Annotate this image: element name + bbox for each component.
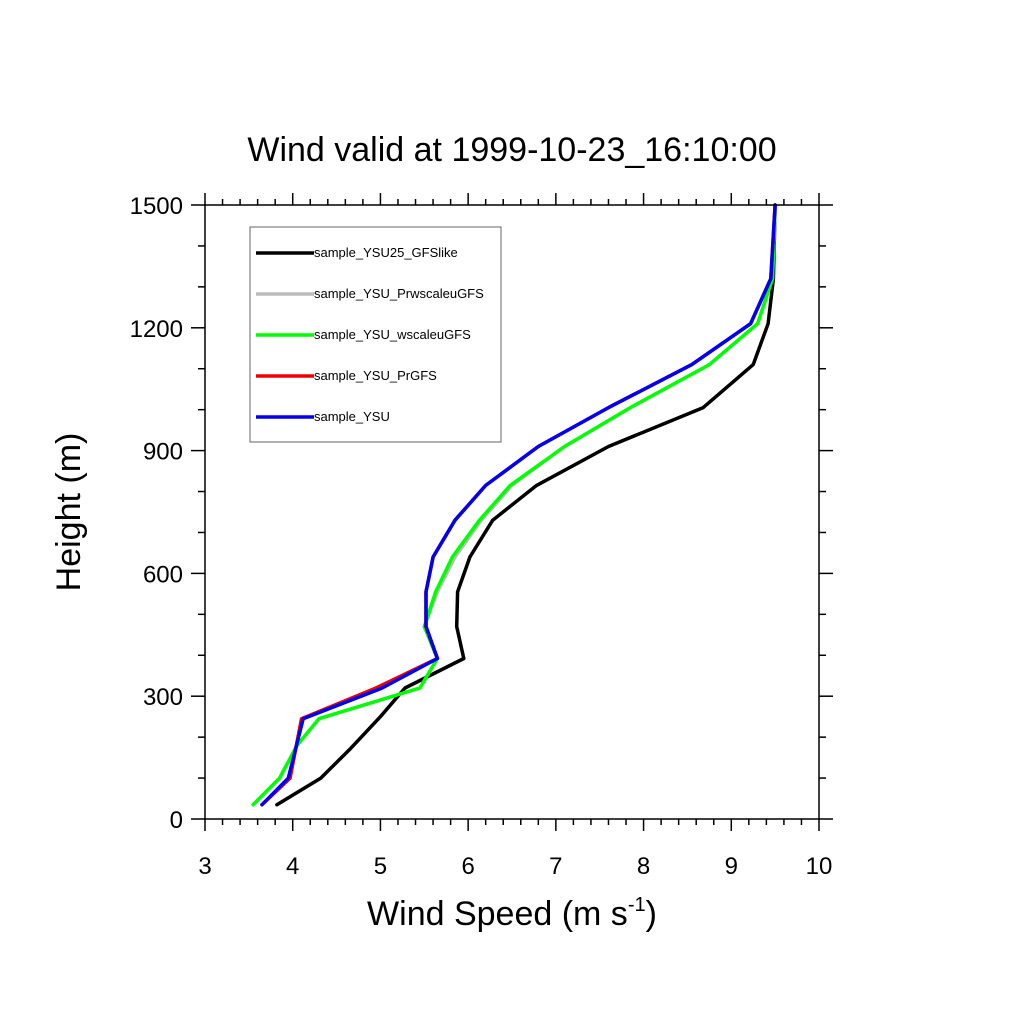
series-line-sample_YSU_wscaleuGFS — [251, 203, 777, 807]
y-tick-label: 600 — [143, 561, 183, 588]
legend-label: sample_YSU_wscaleuGFS — [314, 327, 471, 342]
x-axis-label-suffix: ) — [646, 895, 657, 933]
legend-label: sample_YSU25_GFSlike — [314, 245, 458, 260]
chart-title: Wind valid at 1999-10-23_16:10:00 — [247, 131, 776, 169]
y-tick-label: 300 — [143, 684, 183, 711]
x-axis: 3 4 5 6 7 8 9 10 — [198, 193, 832, 880]
y-axis-label: Height (m) — [50, 433, 88, 592]
x-axis-label-superscript: -1 — [628, 894, 646, 916]
x-tick-label: 6 — [461, 853, 474, 880]
x-tick-label: 9 — [725, 853, 738, 880]
series-line-sample_YSU — [260, 203, 777, 807]
x-tick-label: 5 — [374, 853, 387, 880]
x-tick-label: 3 — [198, 853, 211, 880]
plot-frame — [204, 204, 820, 820]
x-tick-label: 4 — [286, 853, 299, 880]
x-axis-label-main: Wind Speed (m s — [367, 895, 628, 933]
series-layer — [251, 203, 777, 807]
series-line-sample_YSU25_GFSlike — [275, 203, 777, 807]
legend-label: sample_YSU_PrGFS — [314, 368, 437, 383]
legend-entries: sample_YSU25_GFSlike sample_YSU_Prwscaleu… — [256, 245, 484, 424]
y-axis: 0 300 600 900 1200 1500 — [130, 193, 833, 834]
y-tick-label: 1200 — [130, 316, 183, 343]
legend-label: sample_YSU — [314, 409, 390, 424]
x-axis-label: Wind Speed (m s-1) — [367, 894, 657, 933]
x-tick-label: 8 — [637, 853, 650, 880]
y-tick-label: 1500 — [130, 193, 183, 220]
legend: sample_YSU25_GFSlike sample_YSU_Prwscaleu… — [249, 226, 502, 443]
y-tick-label: 0 — [170, 807, 183, 834]
x-tick-label: 7 — [549, 853, 562, 880]
x-tick-label: 10 — [806, 853, 833, 880]
legend-label: sample_YSU_PrwscaleuGFS — [314, 286, 484, 301]
y-tick-label: 900 — [143, 439, 183, 466]
